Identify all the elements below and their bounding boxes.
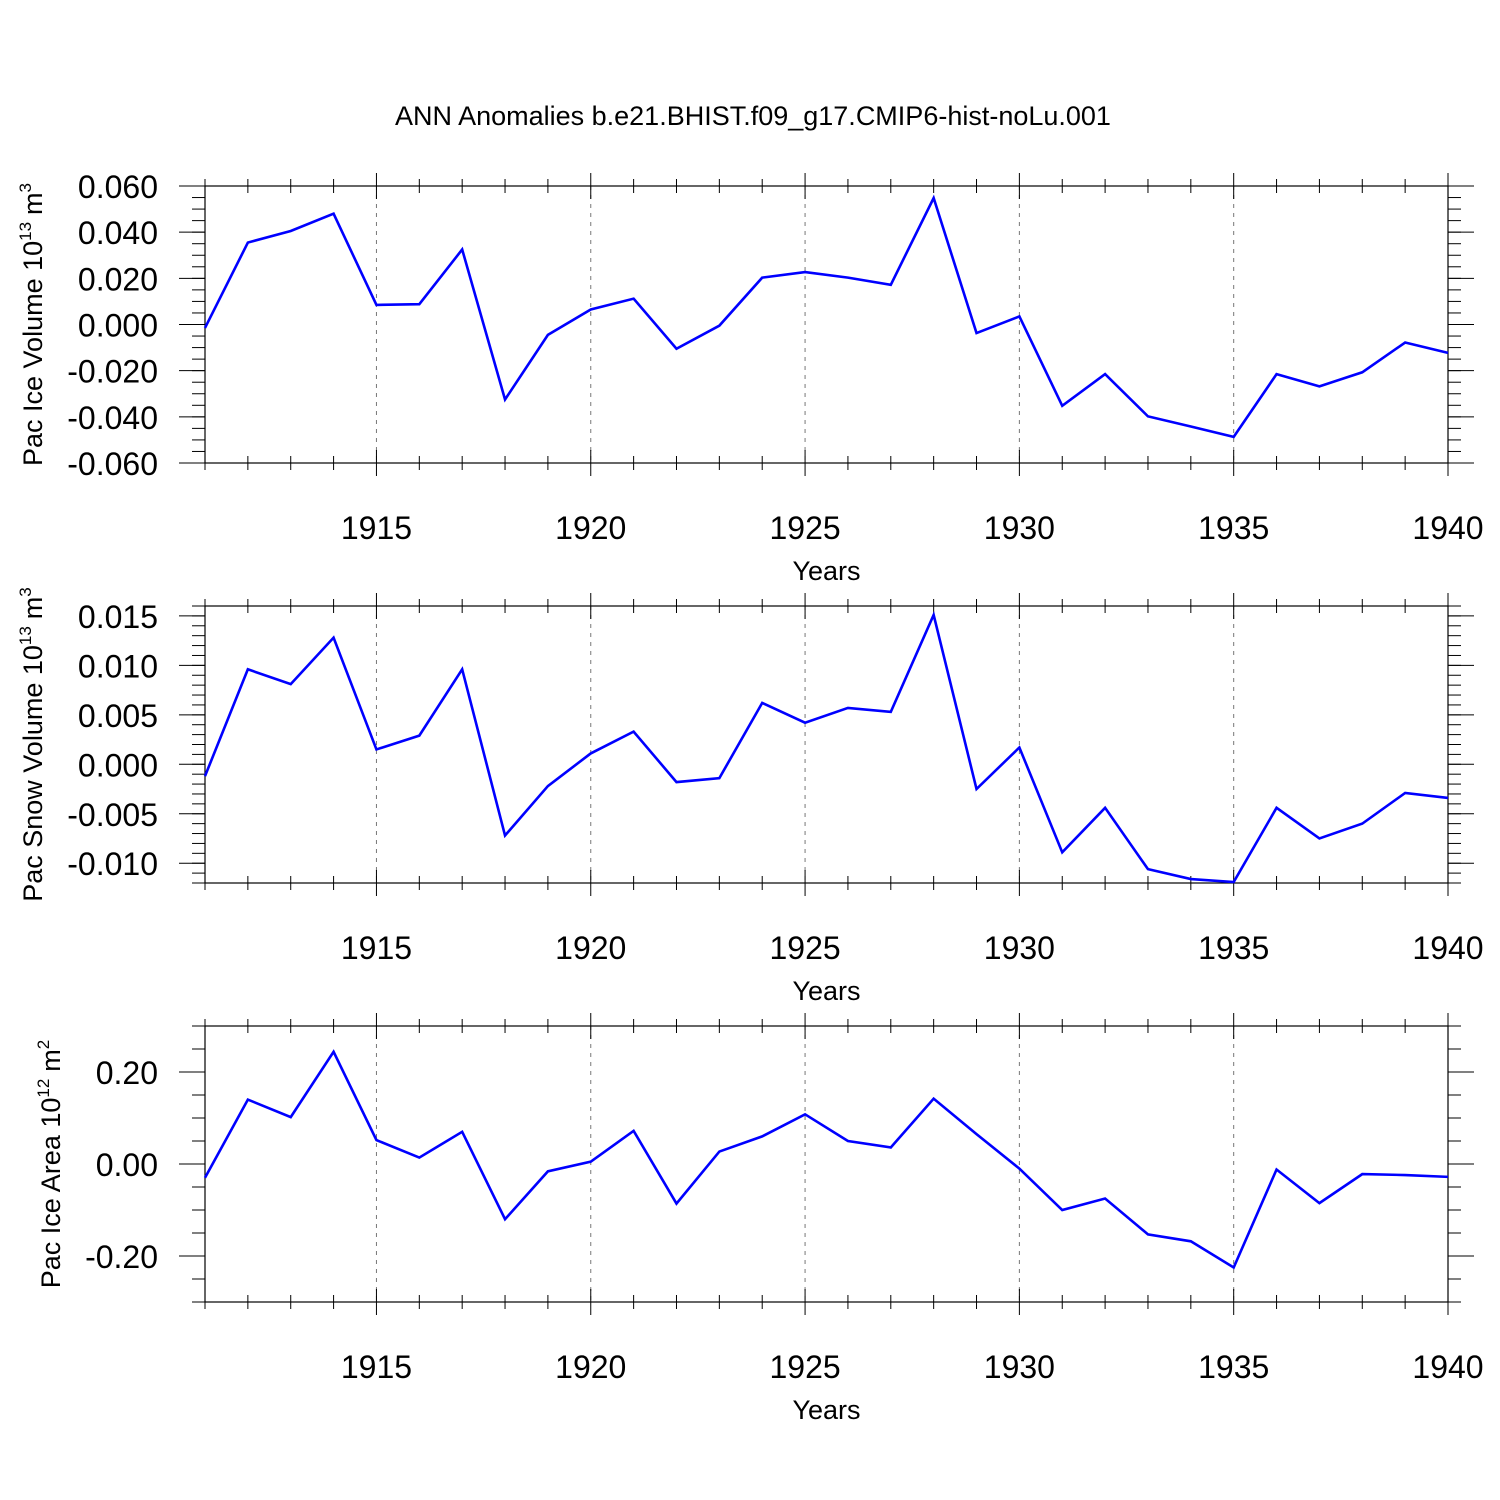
y-tick-label: 0.20 bbox=[96, 1055, 158, 1091]
x-tick-label-1925: 1925 bbox=[769, 930, 840, 966]
x-tick-label-1920: 1920 bbox=[555, 510, 626, 546]
y-tick-label: 0.040 bbox=[78, 215, 158, 251]
y-tick-label: -0.060 bbox=[67, 446, 158, 482]
y-axis-label-ylabel-unit: m bbox=[18, 597, 48, 620]
y-axis-label-ylabel-exp: 12 bbox=[34, 1079, 53, 1098]
series-line-ice-area bbox=[203, 1049, 1449, 1270]
y-tick-label: 0.000 bbox=[78, 747, 158, 783]
y-axis-label-ylabel-main: Pac Ice Volume 10 bbox=[18, 241, 48, 466]
y-axis-label-ylabel-exp: 13 bbox=[16, 222, 35, 241]
x-tick-label-1915: 1915 bbox=[341, 930, 412, 966]
series-line-snow-volume bbox=[203, 610, 1449, 884]
y-tick-label: 0.010 bbox=[78, 648, 158, 684]
x-tick-label-1915: 1915 bbox=[341, 1349, 412, 1385]
y-axis-label-ylabel-unit-exp: 2 bbox=[34, 1040, 53, 1049]
y-axis-label-ylabel-exp: 13 bbox=[16, 626, 35, 645]
figure-title: ANN Anomalies b.e21.BHIST.f09_g17.CMIP6-… bbox=[395, 101, 1111, 131]
x-tick-label-1920: 1920 bbox=[555, 1349, 626, 1385]
series-line-ice-volume bbox=[203, 194, 1449, 439]
y-axis-label-ylabel-unit-exp: 3 bbox=[16, 587, 35, 596]
x-axis-label: Years bbox=[792, 1395, 860, 1425]
y-axis-label-ylabel-unit: m bbox=[18, 192, 48, 215]
x-tick-label-1935: 1935 bbox=[1198, 930, 1269, 966]
y-axis-label: Pac Ice Volume 1013 m3 bbox=[16, 183, 48, 466]
x-tick-label-1940: 1940 bbox=[1412, 1349, 1483, 1385]
y-axis-label-ylabel-main: Pac Ice Area 10 bbox=[36, 1098, 66, 1289]
y-tick-label: -0.010 bbox=[67, 846, 158, 882]
x-tick-label-1930: 1930 bbox=[984, 930, 1055, 966]
panels: -0.060 -0.040 -0.020 0.000 0.020 0.040 0.060 19… bbox=[16, 169, 1484, 1425]
x-tick-label-1940: 1940 bbox=[1412, 930, 1483, 966]
y-tick-label: 0.060 bbox=[78, 169, 158, 205]
y-tick-label: 0.020 bbox=[78, 261, 158, 297]
chart-panel-snow-volume: -0.010 -0.005 0.000 0.005 0.010 0.015 1915 1920… bbox=[16, 587, 1484, 1006]
y-tick-label: -0.040 bbox=[67, 400, 158, 436]
chart-panel-ice-area: -0.20 0.00 0.20 1915 1920 1925 1930 1935 1940 Yea… bbox=[34, 1013, 1484, 1425]
y-tick-label: -0.020 bbox=[67, 354, 158, 390]
x-tick-label-1935: 1935 bbox=[1198, 1349, 1269, 1385]
x-tick-label-1940: 1940 bbox=[1412, 510, 1483, 546]
x-tick-label-1920: 1920 bbox=[555, 930, 626, 966]
y-axis-label: Pac Ice Area 1012 m2 bbox=[34, 1040, 66, 1289]
x-tick-label-1930: 1930 bbox=[984, 510, 1055, 546]
y-tick-label: -0.005 bbox=[67, 797, 158, 833]
x-tick-label-1930: 1930 bbox=[984, 1349, 1055, 1385]
y-tick-label: 0.015 bbox=[78, 599, 158, 635]
y-axis-label-ylabel-main: Pac Snow Volume 10 bbox=[18, 645, 48, 902]
x-axis-label: Years bbox=[792, 976, 860, 1006]
y-tick-label: 0.000 bbox=[78, 308, 158, 344]
x-tick-label-1935: 1935 bbox=[1198, 510, 1269, 546]
x-tick-label-1925: 1925 bbox=[769, 510, 840, 546]
x-axis-label: Years bbox=[792, 556, 860, 586]
y-tick-label: 0.00 bbox=[96, 1147, 158, 1183]
y-tick-label: -0.20 bbox=[85, 1239, 158, 1275]
x-tick-label-1915: 1915 bbox=[341, 510, 412, 546]
y-axis-label-ylabel-unit-exp: 3 bbox=[16, 183, 35, 192]
y-axis-label: Pac Snow Volume 1013 m3 bbox=[16, 587, 48, 902]
chart-panel-ice-volume: -0.060 -0.040 -0.020 0.000 0.020 0.040 0.060 19… bbox=[16, 169, 1484, 586]
x-tick-label-1925: 1925 bbox=[769, 1349, 840, 1385]
y-tick-label: 0.005 bbox=[78, 698, 158, 734]
y-axis-label-ylabel-unit: m bbox=[36, 1049, 66, 1072]
